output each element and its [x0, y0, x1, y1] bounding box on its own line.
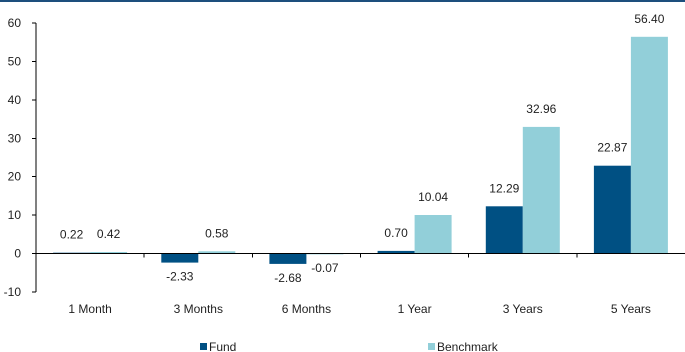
bar-benchmark-5: [522, 126, 560, 254]
category-label-2: 3 Months: [174, 302, 223, 316]
category-label-4: 1 Year: [398, 302, 432, 316]
legend-swatch-fund: [200, 343, 207, 350]
data-label-fund-5: 12.29: [489, 181, 519, 195]
data-label-benchmark-1: 0.42: [97, 227, 121, 241]
axes-layer: -10 0 10 20 30 40 50 60: [4, 16, 685, 299]
y-tick-label-2: 0: [14, 247, 21, 261]
bar-fund-2: [161, 253, 199, 263]
bar-benchmark-1: [90, 252, 128, 254]
y-tick-label-8: 60: [8, 16, 22, 30]
bar-fund-6: [593, 165, 631, 254]
data-label-benchmark-3: -0.07: [311, 261, 339, 275]
legend: Fund Benchmark: [200, 340, 499, 352]
category-label-1: 1 Month: [68, 302, 111, 316]
bar-benchmark-4: [414, 215, 452, 254]
y-tick-label-4: 20: [8, 170, 22, 184]
category-label-3: 6 Months: [282, 302, 331, 316]
data-label-fund-3: -2.68: [274, 271, 302, 285]
y-tick-label-1: -10: [4, 285, 22, 299]
y-tick-label-5: 30: [8, 131, 22, 145]
bar-benchmark-6: [630, 36, 668, 254]
legend-swatch-benchmark: [428, 343, 435, 350]
bar-fund-5: [485, 206, 523, 254]
data-label-fund-6: 22.87: [597, 141, 627, 155]
data-label-benchmark-5: 32.96: [526, 102, 556, 116]
data-label-benchmark-2: 0.58: [205, 226, 229, 240]
labels-layer: 0.22 0.42 1 Month -2.33 0.58 3 Months -2.68 -0.…: [60, 12, 665, 316]
category-label-5: 3 Years: [503, 302, 543, 316]
data-label-benchmark-6: 56.40: [634, 12, 664, 26]
data-label-fund-2: -2.33: [166, 270, 194, 284]
legend-label-benchmark: Benchmark: [437, 340, 499, 352]
bar-benchmark-2: [198, 251, 236, 254]
y-tick-label-6: 40: [8, 93, 22, 107]
top-rule: [0, 0, 685, 2]
bar-fund-4: [377, 250, 415, 254]
y-tick-label-3: 10: [8, 208, 22, 222]
bar-fund-3: [269, 253, 307, 264]
y-tick-label-7: 50: [8, 54, 22, 68]
category-label-6: 5 Years: [611, 302, 651, 316]
data-label-benchmark-4: 10.04: [418, 190, 448, 204]
data-label-fund-1: 0.22: [60, 228, 84, 242]
bars-layer: [53, 36, 668, 264]
legend-label-fund: Fund: [209, 340, 236, 352]
data-label-fund-4: 0.70: [384, 226, 408, 240]
